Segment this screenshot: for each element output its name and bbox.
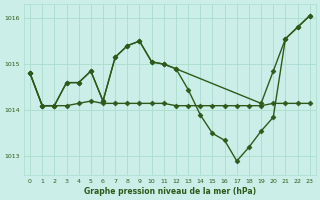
X-axis label: Graphe pression niveau de la mer (hPa): Graphe pression niveau de la mer (hPa) [84,187,256,196]
